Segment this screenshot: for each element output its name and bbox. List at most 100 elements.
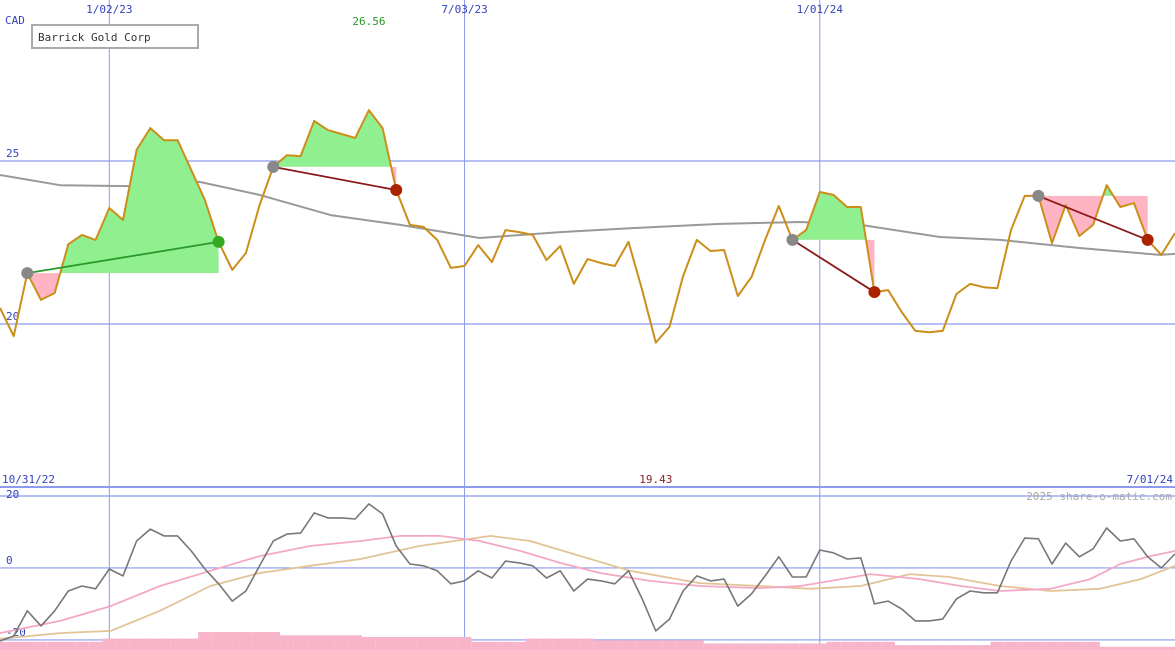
volume-bar [1099, 646, 1114, 650]
volume-bar [198, 632, 212, 650]
volume-bar [1017, 641, 1032, 650]
volume-bar [1113, 646, 1128, 650]
volume-bar [170, 638, 185, 650]
trade-line [791, 239, 875, 293]
volume-bar [676, 640, 690, 650]
volume-bar [362, 636, 376, 650]
volume-bar [621, 640, 636, 650]
volume-bar [430, 636, 445, 650]
volume-bar [990, 641, 1005, 650]
volume-bar [771, 643, 786, 650]
volume-bar [607, 640, 622, 650]
trade-gain-area [792, 191, 875, 240]
volume-bar [252, 632, 267, 650]
volume-bar [539, 638, 554, 650]
volume-bar [348, 635, 363, 650]
volume-bar [307, 635, 322, 650]
volume-bar [471, 641, 486, 650]
y-tick-label: 20 [6, 310, 19, 323]
trade-line [1038, 195, 1149, 241]
volume-bar [840, 641, 854, 650]
volume-bar [799, 643, 813, 650]
volume-bar [594, 640, 608, 650]
volume-bar [553, 638, 568, 650]
volume-bar [881, 641, 895, 650]
volume-bar [730, 643, 745, 650]
volume-bar [526, 638, 540, 650]
volume-bar [116, 638, 130, 650]
volume-bar [485, 641, 499, 650]
volume-bar [334, 635, 349, 650]
volume-bar [935, 645, 950, 650]
volume-bar [976, 645, 991, 650]
volume-bar [88, 641, 103, 650]
x-tick-label: 1/01/24 [797, 3, 844, 16]
volume-bar [444, 636, 458, 650]
volume-bar [826, 641, 841, 650]
volume-bar [908, 645, 923, 650]
volume-bar [75, 641, 89, 650]
volume-bar [717, 643, 731, 650]
trade-line [27, 240, 219, 275]
volume-bar [20, 641, 35, 650]
volume-bar [1086, 641, 1100, 650]
volume-bar [894, 645, 909, 650]
volume-bar [266, 632, 281, 650]
trade-loss-area [1038, 195, 1148, 244]
volume-bar [389, 636, 404, 650]
volume-bar [580, 638, 595, 650]
volume-bar [567, 638, 581, 650]
volume-bar [211, 632, 226, 650]
x-range-label: 7/01/24 [1127, 473, 1174, 486]
y-tick-label: 20 [6, 488, 19, 501]
watermark: 2025 share-o-matic.com [1026, 490, 1172, 503]
volume-bar [922, 645, 936, 650]
trade-entry [267, 160, 280, 173]
volume-bar [280, 635, 294, 650]
volume-bar [498, 641, 513, 650]
trade-line [273, 166, 397, 191]
trade-exit [212, 235, 225, 248]
volume-bar [157, 638, 171, 650]
trade-entry [786, 233, 799, 246]
volume-bar [1004, 641, 1018, 650]
chart-title: Barrick Gold Corp [38, 31, 151, 44]
volume-bar [662, 640, 677, 650]
trade-entry [1032, 189, 1045, 202]
volume-bar [293, 635, 308, 650]
volume-bar [34, 641, 48, 650]
volume-bar [375, 636, 390, 650]
volume-bar [1031, 641, 1046, 650]
volume-bar [1168, 646, 1175, 650]
volume-bar [225, 632, 240, 650]
volume-bar [949, 645, 964, 650]
volume-bar [143, 638, 158, 650]
volume-bar [416, 636, 431, 650]
volume-bar [184, 638, 199, 650]
volume-bar [744, 643, 759, 650]
volume-bar [648, 640, 663, 650]
volume-bar [6, 641, 21, 650]
volume-bar [1058, 641, 1073, 650]
trade-entry [21, 267, 34, 280]
volume-bar [321, 635, 335, 650]
trade-loss-area [27, 273, 61, 300]
series-line [0, 109, 1175, 344]
volume-bar [47, 641, 62, 650]
volume-bar [1140, 646, 1155, 650]
y-tick-label: 25 [6, 147, 19, 160]
y-tick-label: 0 [6, 554, 13, 567]
volume-bar [963, 645, 977, 650]
min-label: 19.43 [639, 473, 672, 486]
volume-bar [0, 641, 7, 650]
volume-bar [867, 641, 882, 650]
volume-bar [812, 643, 827, 650]
volume-bar [703, 643, 718, 650]
x-tick-label: 1/02/23 [86, 3, 132, 16]
title-box [31, 24, 199, 49]
trade-exit [1141, 233, 1154, 246]
volume-bar [61, 641, 76, 650]
volume-bar [853, 641, 868, 650]
series-line [0, 535, 1175, 640]
